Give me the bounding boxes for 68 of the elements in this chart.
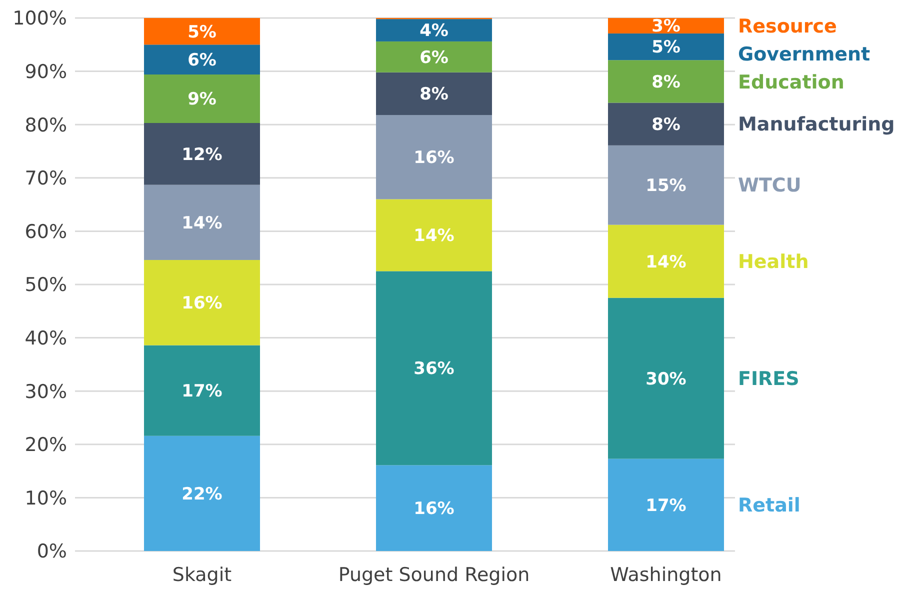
bar xyxy=(376,271,492,466)
series-label: WTCU xyxy=(738,174,802,197)
bar xyxy=(144,44,260,74)
series-label: Education xyxy=(738,71,844,94)
bar xyxy=(376,41,492,72)
series-label: Retail xyxy=(738,494,800,517)
bar xyxy=(608,102,724,146)
y-tick-label: 30% xyxy=(24,380,67,403)
y-tick-label: 50% xyxy=(24,274,67,296)
data-label: 16% xyxy=(414,148,454,168)
series-label: FIRES xyxy=(738,368,800,390)
bar xyxy=(144,436,260,551)
data-label: 14% xyxy=(414,226,454,246)
x-tick-label: Washington xyxy=(610,564,722,586)
bar xyxy=(144,18,260,45)
bar xyxy=(144,345,260,436)
bar xyxy=(144,123,260,185)
bar xyxy=(376,115,492,200)
y-tick-label: 60% xyxy=(24,220,67,243)
data-label: 8% xyxy=(652,72,680,92)
data-label: 16% xyxy=(414,499,454,520)
bar xyxy=(144,260,260,346)
bar xyxy=(608,145,724,225)
y-tick-label: 10% xyxy=(24,487,67,510)
bar xyxy=(608,458,724,551)
x-tick-label: Skagit xyxy=(172,564,232,586)
data-label: 9% xyxy=(188,90,216,110)
y-tick-label: 20% xyxy=(24,434,67,456)
bar xyxy=(376,19,492,42)
bar xyxy=(608,33,724,60)
bar xyxy=(608,18,724,34)
bar xyxy=(144,74,260,123)
bar xyxy=(376,72,492,116)
bar xyxy=(608,224,724,298)
data-label: 6% xyxy=(188,50,216,71)
data-label: 15% xyxy=(646,176,686,196)
data-label: 16% xyxy=(182,294,222,314)
series-label: Manufacturing xyxy=(738,114,895,136)
bar xyxy=(376,465,492,551)
y-tick-label: 0% xyxy=(36,540,67,563)
data-label: 36% xyxy=(414,359,454,380)
data-label: 5% xyxy=(652,38,680,58)
bar xyxy=(376,199,492,272)
y-tick-label: 40% xyxy=(24,327,67,350)
y-tick-label: 90% xyxy=(24,60,67,83)
data-label: 14% xyxy=(182,213,222,234)
data-label: 6% xyxy=(420,48,448,68)
data-label: 4% xyxy=(420,21,448,42)
y-tick-label: 80% xyxy=(24,114,67,136)
data-label: 3% xyxy=(652,16,680,37)
data-label: 14% xyxy=(646,252,686,272)
data-label: 17% xyxy=(182,382,222,402)
data-label: 17% xyxy=(646,496,686,516)
bar xyxy=(608,298,724,459)
y-tick-label: 70% xyxy=(24,168,67,190)
bar xyxy=(608,60,724,103)
series-label: Health xyxy=(738,250,809,273)
series-label: Government xyxy=(738,43,870,66)
data-label: 8% xyxy=(420,84,448,105)
y-tick-label: 100% xyxy=(12,8,67,30)
data-label: 8% xyxy=(652,115,680,136)
data-label: 30% xyxy=(646,369,686,390)
x-tick-label: Puget Sound Region xyxy=(338,564,530,586)
bar xyxy=(144,184,260,260)
data-label: 12% xyxy=(182,144,222,165)
data-label: 5% xyxy=(188,22,216,42)
data-label: 22% xyxy=(182,484,222,504)
series-label: Resource xyxy=(738,15,837,38)
